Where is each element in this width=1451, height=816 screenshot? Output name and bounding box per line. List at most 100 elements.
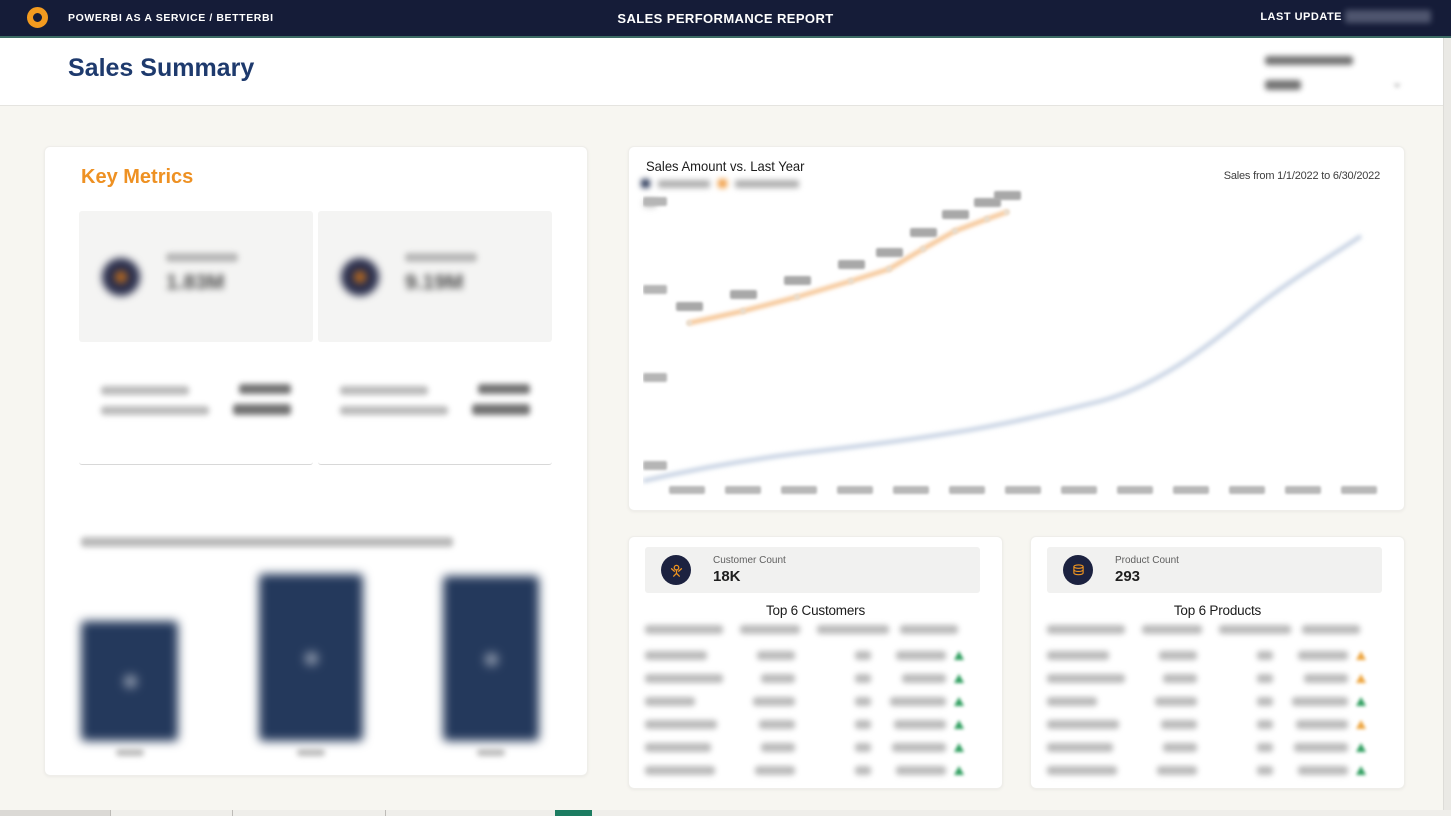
kpi-label-redacted (405, 252, 477, 262)
chevron-down-icon[interactable]: ⌄ (1391, 74, 1403, 90)
cell-value-redacted (1161, 720, 1197, 729)
trend-arrow-icon (1356, 674, 1366, 683)
mini-bar[interactable] (259, 574, 363, 741)
key-metrics-title: Key Metrics (81, 166, 194, 188)
cell-pct-redacted (892, 743, 946, 752)
top-customers-table[interactable] (645, 625, 964, 780)
last-update-value-redacted (1345, 10, 1431, 23)
cell-value-redacted (759, 720, 795, 729)
stat-value-redacted (233, 404, 291, 415)
table-row[interactable] (1047, 649, 1366, 665)
mini-bar[interactable] (81, 621, 178, 741)
stat-tile-2[interactable] (318, 342, 552, 465)
cell-pct-redacted (902, 674, 946, 683)
page-title: Sales Summary (68, 54, 255, 82)
product-count-card: Product Count 293 Top 6 Products (1030, 536, 1405, 789)
trend-arrow-icon (1356, 743, 1366, 752)
cell-pct-redacted (1294, 743, 1348, 752)
trend-arrow-icon (1356, 697, 1366, 706)
stat-value-redacted (478, 384, 530, 394)
kpi-icon (341, 257, 379, 296)
column-header-redacted (1142, 625, 1202, 634)
page-header: Sales Summary ⌄ (0, 38, 1443, 106)
table-row[interactable] (645, 695, 964, 711)
vertical-scrollbar[interactable] (1443, 38, 1451, 816)
cell-name-redacted (1047, 743, 1113, 752)
line-chart-plot[interactable] (643, 185, 1395, 503)
bottom-tab-strip (0, 810, 1451, 816)
cell-value-redacted (1155, 697, 1197, 706)
cell-value-redacted (761, 674, 795, 683)
cell-qty-redacted (855, 651, 871, 660)
cell-value-redacted (1163, 743, 1197, 752)
topbar: POWERBI AS A SERVICE / BETTERBI SALES PE… (0, 0, 1451, 38)
cell-qty-redacted (1257, 766, 1273, 775)
legend-label-redacted (735, 179, 799, 188)
stat-label-redacted (340, 406, 448, 415)
stat-tile-1[interactable] (79, 342, 313, 465)
cell-value-redacted (1157, 766, 1197, 775)
cell-name-redacted (1047, 651, 1109, 660)
top-products-title: Top 6 Products (1173, 603, 1262, 618)
kpi-icon (102, 257, 140, 296)
date-slicer[interactable]: ⌄ (1265, 52, 1403, 96)
table-row[interactable] (645, 741, 964, 757)
active-bottom-tab[interactable] (555, 810, 592, 816)
cell-pct-redacted (896, 651, 946, 660)
data-label-redacted (676, 302, 703, 311)
customer-icon (661, 555, 691, 585)
trend-arrow-icon (1356, 720, 1366, 729)
mini-bar[interactable] (443, 576, 539, 741)
column-header-redacted (1047, 625, 1125, 634)
key-metrics-card: Key Metrics 1.83M 9.19M (44, 146, 588, 776)
data-label-redacted (942, 210, 969, 219)
bar-axis-label-redacted (115, 749, 144, 756)
column-header-redacted (1302, 625, 1360, 634)
cell-value-redacted (1163, 674, 1197, 683)
table-row[interactable] (1047, 695, 1366, 711)
table-row[interactable] (1047, 741, 1366, 757)
top-customers-title: Top 6 Customers (765, 603, 866, 618)
table-row[interactable] (1047, 672, 1366, 688)
cell-pct-redacted (896, 766, 946, 775)
chart-date-range: Sales from 1/1/2022 to 6/30/2022 (1223, 170, 1380, 182)
table-row[interactable] (1047, 764, 1366, 780)
table-row[interactable] (1047, 718, 1366, 734)
cell-pct-redacted (894, 720, 946, 729)
top-products-table[interactable] (1047, 625, 1366, 780)
bar-value-redacted (123, 675, 137, 688)
cell-pct-redacted (1298, 651, 1348, 660)
cell-name-redacted (645, 674, 723, 683)
kpi-value: 9.19M (405, 270, 464, 294)
column-header-redacted (1219, 625, 1291, 634)
cell-value-redacted (761, 743, 795, 752)
cell-name-redacted (1047, 674, 1125, 683)
last-update: LAST UPDATE (1260, 10, 1431, 23)
stat-value-redacted (239, 384, 291, 394)
table-row[interactable] (645, 764, 964, 780)
customer-count-card: Customer Count 18K Top 6 Customers (628, 536, 1003, 789)
table-row[interactable] (645, 672, 964, 688)
kpi-tile-2[interactable]: 9.19M (318, 211, 552, 342)
chart-title: Sales Amount vs. Last Year (646, 158, 805, 174)
cell-qty-redacted (855, 720, 871, 729)
cell-qty-redacted (855, 743, 871, 752)
slicer-value-redacted (1265, 80, 1301, 90)
cell-pct-redacted (1292, 697, 1348, 706)
kpi-tile-1[interactable]: 1.83M (79, 211, 313, 342)
trend-arrow-icon (1356, 766, 1366, 775)
cell-pct-redacted (890, 697, 946, 706)
cell-name-redacted (645, 766, 715, 775)
stat-label-redacted (101, 386, 189, 395)
customer-count-strip[interactable]: Customer Count 18K (645, 547, 980, 593)
cell-qty-redacted (855, 697, 871, 706)
product-count-strip[interactable]: Product Count 293 (1047, 547, 1382, 593)
cell-value-redacted (757, 651, 795, 660)
table-row[interactable] (645, 718, 964, 734)
cell-name-redacted (1047, 766, 1117, 775)
table-row[interactable] (645, 649, 964, 665)
data-label-redacted (838, 260, 865, 269)
trend-arrow-icon (954, 743, 964, 752)
bottom-tab[interactable] (0, 810, 110, 816)
legend-swatch-navy (641, 179, 650, 188)
